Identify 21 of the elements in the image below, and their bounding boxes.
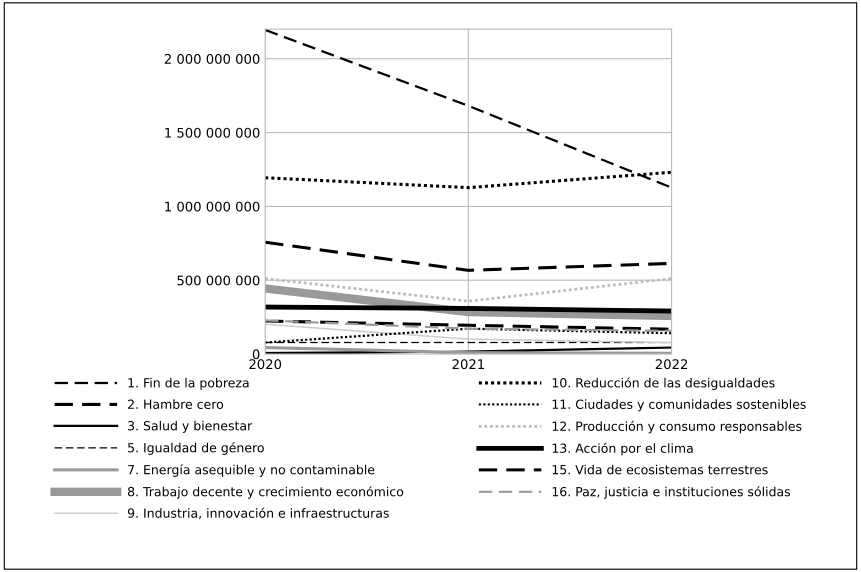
legend-label: 9. Industria, innovación e infraestructuras <box>128 508 389 520</box>
legend-label: 1. Fin de la pobreza <box>128 378 249 390</box>
legend-label: 16. Paz, justicia e instituciones sólidas <box>552 486 790 499</box>
y-tick-label: 0 <box>252 349 260 360</box>
legend-label: 8. Trabajo decente y crecimiento económico <box>128 486 404 499</box>
legend-label: 12. Producción y consumo responsables <box>552 420 802 434</box>
legend-label: 11. Ciudades y comunidades sostenibles <box>552 399 806 412</box>
y-tick-label: 1 000 000 000 <box>165 202 260 212</box>
y-tick-label: 2 000 000 000 <box>164 54 260 64</box>
y-tick-label: 1 500 000 000 <box>165 128 260 138</box>
legend-label: 15. Vida de ecosistemas terrestres <box>552 464 768 474</box>
x-tick-label: 2021 <box>452 359 484 370</box>
legend-label: 5. Igualdad de género <box>128 442 264 455</box>
y-tick-label: 500 000 000 <box>177 275 260 286</box>
x-tick-label: 2020 <box>249 359 282 370</box>
legend-label: 13. Acción por el clima <box>552 442 693 456</box>
x-tick-label: 2022 <box>656 359 688 370</box>
legend-label: 3. Salud y bienestar <box>128 420 252 433</box>
legend-label: 10. Reducción de las desigualdades <box>552 377 775 390</box>
legend-label: 2. Hambre cero <box>128 399 224 409</box>
legend-label: 7. Energía asequible y no contaminable <box>128 464 374 477</box>
